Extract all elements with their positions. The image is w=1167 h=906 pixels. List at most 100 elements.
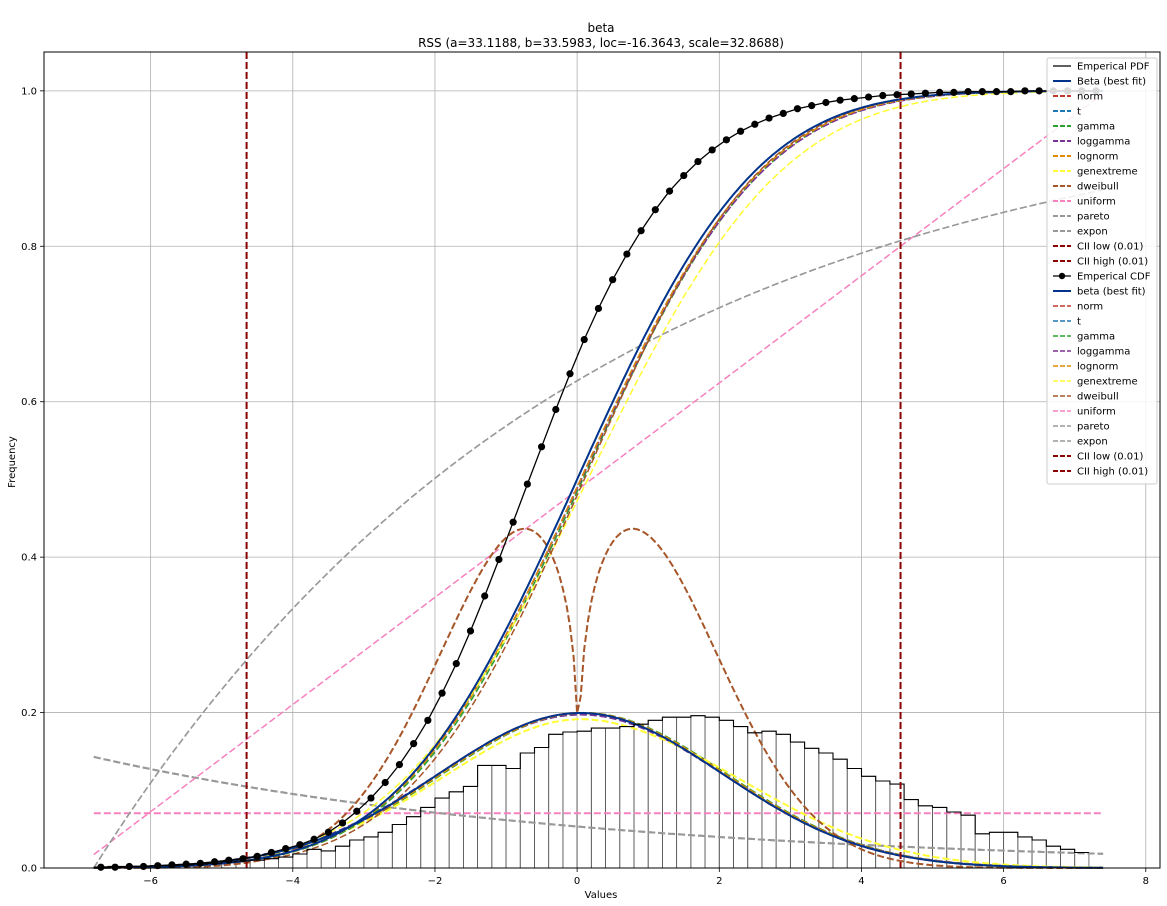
empirical-cdf-point [893, 91, 901, 99]
empirical-cdf-point [580, 335, 588, 344]
histogram-bar [278, 856, 294, 869]
empirical-cdf-point [338, 819, 347, 827]
empirical-cdf-point [836, 96, 844, 104]
empirical-cdf-point [936, 88, 944, 97]
empirical-cdf-point [410, 740, 418, 748]
legend-entry: uniform [1077, 407, 1116, 418]
histogram-bar [320, 850, 336, 869]
histogram-bar [505, 768, 521, 869]
legend-marker [1058, 272, 1066, 280]
empirical-cdf-point [879, 91, 887, 100]
empirical-cdf-point [765, 114, 773, 122]
series-line-pdf-beta [93, 712, 1104, 869]
histogram-bar [590, 727, 606, 869]
empirical-cdf-point [566, 370, 574, 378]
empirical-cdf-point [424, 716, 432, 724]
series-line-cdf-expon [93, 189, 1104, 869]
empirical-cdf-point [438, 689, 446, 697]
empirical-cdf-point [111, 863, 119, 871]
legend-entry: CII low (0.01) [1077, 452, 1143, 463]
legend-entry: CII high (0.01) [1077, 257, 1148, 268]
legend-entry: gamma [1077, 332, 1115, 343]
empirical-cdf-point [253, 852, 261, 860]
empirical-cdf-point [395, 761, 404, 769]
empirical-cdf-point [324, 828, 332, 836]
legend-entry: genextreme [1077, 377, 1138, 388]
legend-entry: pareto [1077, 422, 1110, 433]
empirical-cdf-point [992, 88, 1001, 96]
empirical-cdf-point [196, 859, 204, 867]
series-line-pdf-genextreme [93, 718, 1104, 869]
histogram-bar [391, 824, 407, 869]
empirical-cdf-point [310, 835, 318, 843]
legend-entry: loggamma [1077, 347, 1130, 358]
legend-entry: uniform [1077, 197, 1116, 208]
series-line-pdf-norm [93, 712, 1104, 869]
histogram-bar [619, 726, 635, 869]
empirical-cdf-point [267, 848, 276, 857]
series-line-cdf-genextreme [93, 90, 1104, 869]
series-line-pdf-dweibull [93, 527, 1104, 869]
empirical-cdf-point [125, 862, 133, 871]
series-line-pdf-gamma [93, 712, 1104, 869]
series-line-pdf-expon [93, 755, 1104, 855]
x-tick-label: 2 [716, 876, 722, 887]
empirical-cdf-point [495, 555, 503, 564]
empirical-cdf-point [665, 187, 674, 195]
histogram-bar [690, 715, 706, 869]
cdf-points [97, 87, 1100, 871]
empirical-cdf-point [523, 480, 531, 488]
chart-title: beta [587, 21, 614, 35]
empirical-cdf-point [864, 93, 873, 101]
legend-entry: lognorm [1077, 152, 1118, 163]
histogram-bar [406, 816, 422, 869]
empirical-cdf-point [921, 89, 930, 97]
x-axis-label: Values [585, 890, 618, 901]
empirical-cdf-point [97, 863, 105, 871]
histogram-bar [548, 733, 564, 869]
empirical-cdf-line [100, 90, 1096, 868]
legend-entry: genextreme [1077, 167, 1138, 178]
empirical-cdf-point [623, 250, 631, 258]
empirical-cdf-point [353, 807, 361, 815]
empirical-cdf-point [822, 98, 830, 107]
empirical-cdf-point [708, 146, 716, 154]
series-line-cdf-pareto [93, 189, 1104, 869]
legend-entry: expon [1077, 227, 1108, 238]
histogram-bar [434, 797, 450, 869]
legend-entry: t [1077, 107, 1081, 118]
histogram-bar [562, 731, 578, 869]
histogram-bar [420, 806, 436, 869]
empirical-cdf-point [552, 405, 560, 414]
x-tick-label: −6 [143, 876, 158, 887]
histogram-bar [633, 723, 649, 869]
y-tick-label: 0.0 [21, 864, 37, 875]
histogram-bar [1074, 852, 1090, 869]
histogram-bar [718, 719, 734, 869]
empirical-cdf-point [139, 862, 148, 871]
y-tick-label: 0.6 [21, 397, 37, 408]
x-tick-label: 6 [1000, 876, 1006, 887]
legend-entry: pareto [1077, 212, 1110, 223]
histogram-bar [292, 853, 308, 869]
empirical-cdf-point [210, 858, 219, 866]
legend-entry: CII high (0.01) [1077, 467, 1148, 478]
empirical-cdf-point [225, 856, 233, 864]
legend-entry: expon [1077, 437, 1108, 448]
histogram-bar [519, 752, 535, 869]
histogram-bar [605, 727, 621, 869]
legend-entry: lognorm [1077, 362, 1118, 373]
x-tick-label: 0 [574, 876, 580, 887]
legend-entry: dweibull [1077, 182, 1119, 193]
plot-frame [43, 51, 1161, 869]
series-line-cdf-beta [93, 89, 1104, 869]
empirical-cdf-point [168, 861, 176, 869]
series-line-pdf-t [93, 713, 1104, 869]
legend-entry: norm [1077, 92, 1103, 103]
histogram-bar [335, 845, 351, 869]
histogram-bar [676, 716, 692, 869]
legend-entry: norm [1077, 302, 1103, 313]
histogram-bar [448, 791, 464, 869]
empirical-cdf-point [779, 109, 787, 117]
